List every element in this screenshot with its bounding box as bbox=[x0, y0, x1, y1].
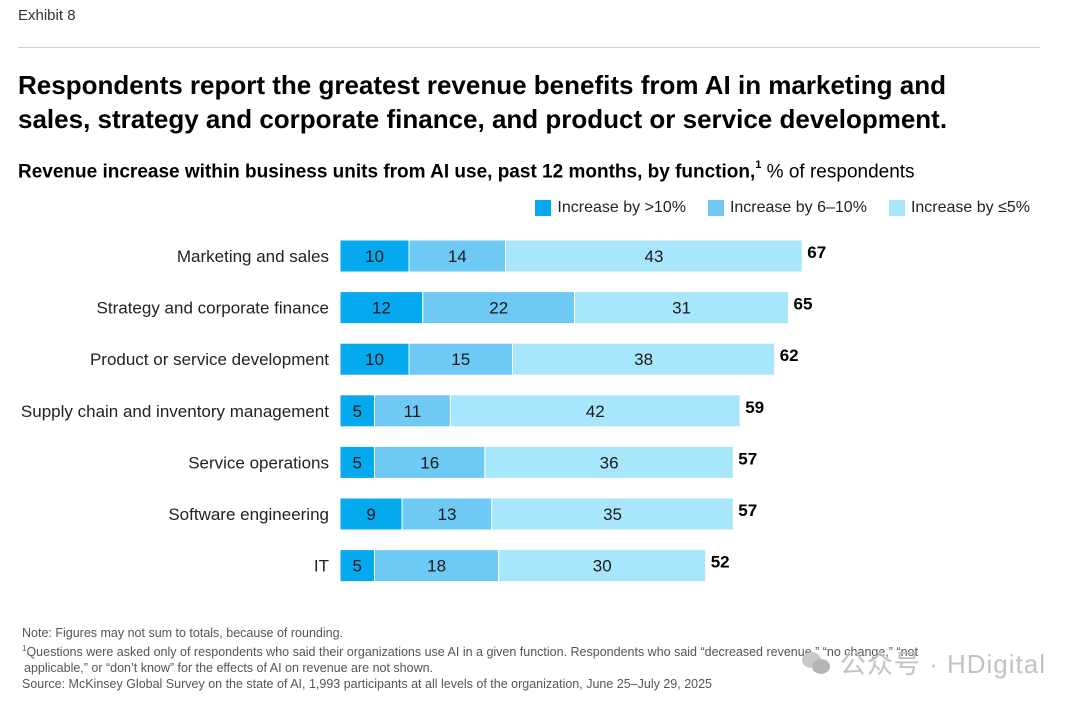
data-label: 42 bbox=[586, 402, 605, 421]
bar-segment bbox=[408, 239, 507, 273]
bar-segment bbox=[401, 497, 493, 531]
total-label: 62 bbox=[780, 346, 799, 365]
bar-segment bbox=[422, 291, 576, 325]
legend-item-gt10: Increase by >10% bbox=[535, 199, 686, 217]
data-label: 22 bbox=[489, 299, 508, 318]
legend-label-le5: Increase by ≤5% bbox=[910, 199, 1030, 216]
legend-swatch-le5 bbox=[888, 200, 905, 216]
footnote-marker: 1 bbox=[755, 159, 762, 171]
footnotes: Note: Figures may not sum to totals, bec… bbox=[22, 625, 1052, 692]
data-label: 5 bbox=[353, 557, 362, 576]
bar-segment bbox=[505, 239, 803, 273]
data-label: 10 bbox=[365, 350, 384, 369]
legend-item-6-10: Increase by 6–10% bbox=[707, 199, 867, 217]
headline-line-2: sales, strategy and corporate finance, a… bbox=[18, 104, 948, 134]
watermark: 公众号 · HDigital bbox=[801, 644, 1046, 681]
headline-line-1: Respondents report the greatest revenue … bbox=[18, 70, 947, 100]
watermark-text: 公众号 · HDigital bbox=[839, 649, 1046, 679]
rounding-note: Note: Figures may not sum to totals, bec… bbox=[22, 626, 344, 640]
data-label: 15 bbox=[451, 350, 470, 369]
legend-swatch-6-10 bbox=[707, 200, 724, 216]
category-label: Marketing and sales bbox=[177, 247, 329, 266]
chart-subtitle: Revenue increase within business units f… bbox=[18, 159, 915, 183]
bar-segment bbox=[339, 394, 375, 428]
data-label: 9 bbox=[366, 505, 375, 524]
data-label: 30 bbox=[593, 557, 612, 576]
category-label: Strategy and corporate finance bbox=[97, 299, 329, 318]
category-label: Service operations bbox=[188, 453, 329, 472]
bar-segment bbox=[512, 342, 776, 376]
data-label: 12 bbox=[372, 299, 391, 318]
category-label: Supply chain and inventory management bbox=[21, 402, 329, 421]
data-label: 35 bbox=[603, 505, 622, 524]
bar-segment bbox=[484, 445, 734, 479]
data-label: 43 bbox=[644, 247, 663, 266]
bar-segment bbox=[339, 549, 375, 583]
bar-segment bbox=[339, 445, 375, 479]
footnote-1: 1Questions were asked only of respondent… bbox=[22, 641, 1052, 660]
total-label: 59 bbox=[745, 398, 764, 417]
source-note: Source: McKinsey Global Survey on the st… bbox=[22, 677, 712, 692]
bar-segment bbox=[374, 549, 500, 583]
data-label: 10 bbox=[365, 247, 384, 266]
total-label: 67 bbox=[807, 243, 826, 262]
headline: Respondents report the greatest revenue … bbox=[18, 68, 1058, 136]
data-label: 38 bbox=[634, 350, 653, 369]
bar-segment bbox=[339, 342, 410, 376]
wechat-icon bbox=[801, 650, 832, 676]
exhibit-label: Exhibit 8 bbox=[18, 7, 76, 24]
data-label: 14 bbox=[448, 247, 467, 266]
header-divider bbox=[18, 47, 1040, 48]
data-label: 5 bbox=[353, 402, 362, 421]
bar-segment bbox=[339, 497, 403, 531]
total-label: 57 bbox=[738, 449, 757, 468]
data-label: 11 bbox=[404, 402, 422, 421]
bar-segment bbox=[449, 394, 741, 428]
legend-swatch-gt10 bbox=[535, 200, 552, 216]
footnote-1-line-1: Questions were asked only of respondents… bbox=[26, 645, 918, 660]
legend-label-6-10: Increase by 6–10% bbox=[729, 199, 867, 216]
category-label: Software engineering bbox=[168, 505, 329, 524]
total-label: 65 bbox=[794, 295, 813, 314]
bar-segment bbox=[574, 291, 789, 325]
legend-item-le5: Increase by ≤5% bbox=[888, 199, 1030, 217]
data-label: 5 bbox=[353, 453, 362, 472]
footnote-1-marker: 1 bbox=[22, 644, 27, 653]
bar-segment bbox=[408, 342, 513, 376]
chart-subtitle-unit: % of respondents bbox=[761, 161, 915, 183]
bar-segment bbox=[498, 549, 707, 583]
bar-segment bbox=[491, 497, 734, 531]
data-label: 16 bbox=[420, 453, 439, 472]
bar-segment bbox=[374, 445, 486, 479]
footnote-1-continued: applicable,” or “don’t know” for the eff… bbox=[24, 661, 434, 676]
stacked-bar-chart: Marketing and sales 10 14 43 67 Strategy and … bbox=[21, 239, 826, 583]
category-label: IT bbox=[314, 557, 329, 576]
category-label: Product or service development bbox=[90, 350, 329, 369]
data-label: 13 bbox=[437, 505, 456, 524]
data-label: 18 bbox=[427, 557, 446, 576]
chart-legend: Increase by >10% Increase by 6–10% Incre… bbox=[535, 199, 1030, 217]
chart-subtitle-main: Revenue increase within business units f… bbox=[18, 161, 756, 183]
total-label: 52 bbox=[711, 553, 730, 572]
data-label: 31 bbox=[672, 299, 691, 318]
legend-label-gt10: Increase by >10% bbox=[557, 199, 686, 216]
total-label: 57 bbox=[738, 501, 757, 520]
bar-segment bbox=[339, 239, 410, 273]
data-label: 36 bbox=[600, 453, 619, 472]
